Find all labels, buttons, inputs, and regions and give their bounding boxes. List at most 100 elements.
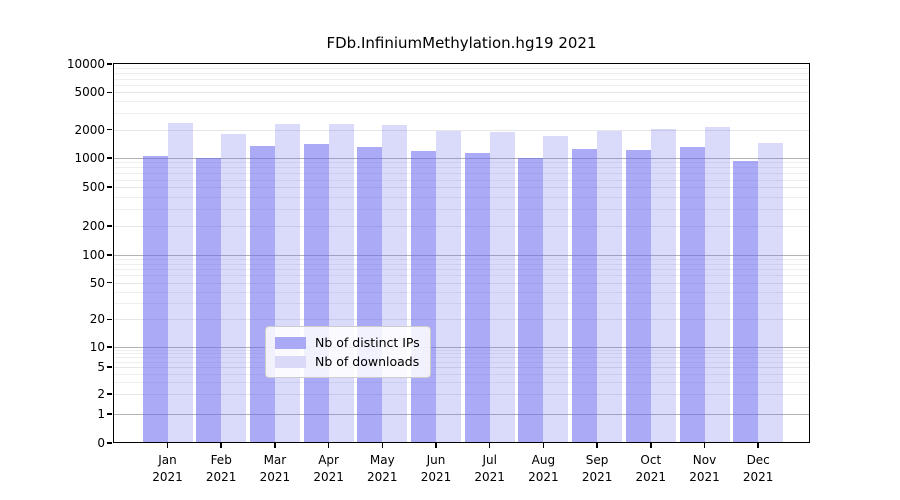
x-tick-mark xyxy=(703,443,706,448)
y-tick-mark xyxy=(107,442,112,444)
x-tick-year: 2021 xyxy=(367,470,398,484)
x-tick-mark xyxy=(650,443,652,448)
x-tick-year: 2021 xyxy=(313,470,344,484)
legend-item-distinct-ips: Nb of distinct IPs xyxy=(275,333,420,352)
y-tick-mark xyxy=(107,91,112,94)
x-tick-mark xyxy=(596,443,598,448)
y-tick-mark xyxy=(107,225,112,227)
gridline xyxy=(113,282,810,284)
gridline xyxy=(113,291,810,293)
gridline xyxy=(113,393,810,395)
x-tick-mark xyxy=(381,443,384,448)
bar-downloads-sep xyxy=(597,130,623,443)
gridline xyxy=(113,263,810,265)
bar-downloads-mar xyxy=(274,124,300,443)
gridline xyxy=(113,350,810,352)
x-tick-mark xyxy=(542,443,545,448)
gridline xyxy=(113,269,810,271)
legend-swatch-downloads xyxy=(275,355,306,368)
legend-label: Nb of downloads xyxy=(315,354,420,369)
gridline xyxy=(113,373,810,375)
x-tick-year: 2021 xyxy=(259,470,291,484)
gridline xyxy=(113,101,810,103)
gridline xyxy=(113,259,810,261)
gridline xyxy=(113,187,810,189)
bar-downloads-jun xyxy=(436,131,461,443)
gridline xyxy=(113,92,810,94)
x-tick-mark xyxy=(757,443,759,448)
y-tick-label: 1000 xyxy=(74,151,105,165)
bar-downloads-oct xyxy=(650,129,676,443)
bar-downloads-aug xyxy=(543,135,569,443)
bar-distinct-ips-apr xyxy=(303,143,329,443)
x-tick-month: Mar xyxy=(263,453,287,467)
x-tick-label-feb: Feb 2021 xyxy=(189,452,253,486)
bar-downloads-jan xyxy=(167,122,193,443)
y-tick-mark xyxy=(107,186,112,188)
gridline xyxy=(113,78,810,80)
y-tick-label: 100 xyxy=(82,248,105,262)
x-tick-label-oct: Oct 2021 xyxy=(619,452,683,486)
x-tick-mark xyxy=(274,443,276,448)
x-tick-year: 2021 xyxy=(581,470,613,484)
x-tick-month: Oct xyxy=(640,453,662,467)
y-tick-mark xyxy=(107,128,112,131)
y-tick-label: 20 xyxy=(89,312,105,327)
bar-distinct-ips-sep xyxy=(572,149,598,443)
gridline xyxy=(113,196,810,198)
bar-distinct-ips-jan xyxy=(142,156,168,443)
bar-distinct-ips-may xyxy=(357,147,383,443)
y-tick-mark xyxy=(107,157,112,159)
gridline xyxy=(113,275,810,277)
x-tick-label-sep: Sep 2021 xyxy=(565,452,629,486)
bar-distinct-ips-dec xyxy=(733,160,759,443)
y-tick-mark xyxy=(107,281,112,284)
y-tick-mark xyxy=(107,366,112,368)
plot-area xyxy=(113,63,810,443)
legend-label: Nb of distinct IPs xyxy=(315,335,420,350)
bar-downloads-may xyxy=(382,125,408,443)
x-tick-year: 2021 xyxy=(528,470,559,484)
y-tick-label: 10000 xyxy=(66,57,105,71)
y-tick-label: 1 xyxy=(97,407,105,421)
x-tick-year: 2021 xyxy=(205,470,237,484)
x-tick-label-dec: Dec 2021 xyxy=(726,452,790,486)
bar-distinct-ips-nov xyxy=(679,146,705,443)
gridline xyxy=(113,303,810,305)
x-tick-label-jan: Jan 2021 xyxy=(136,452,200,486)
x-tick-label-mar: Mar 2021 xyxy=(243,452,307,486)
x-tick-label-aug: Aug 2021 xyxy=(511,452,575,486)
y-tick-label: 0 xyxy=(97,436,105,450)
x-tick-year: 2021 xyxy=(635,470,667,484)
x-tick-mark xyxy=(166,443,169,448)
legend-swatch-distinct-ips xyxy=(275,336,306,349)
x-tick-mark xyxy=(327,443,330,448)
gridline xyxy=(113,353,810,355)
y-tick-label: 500 xyxy=(82,180,105,195)
gridline xyxy=(113,84,810,86)
y-tick-label: 2 xyxy=(97,386,105,401)
x-tick-year: 2021 xyxy=(742,470,774,484)
y-tick-mark xyxy=(107,63,112,65)
gridline xyxy=(113,382,810,384)
gridline xyxy=(113,73,810,75)
x-tick-month: Sep xyxy=(585,453,609,467)
bar-distinct-ips-feb xyxy=(196,157,222,443)
bar-distinct-ips-mar xyxy=(249,145,275,443)
gridline xyxy=(113,179,810,181)
gridline xyxy=(113,357,810,359)
gridline xyxy=(113,208,810,210)
bar-downloads-feb xyxy=(221,134,247,443)
x-tick-month: Dec xyxy=(746,453,770,467)
x-tick-month: Jul xyxy=(482,453,497,467)
x-tick-mark xyxy=(220,443,222,448)
legend: Nb of distinct IPs Nb of downloads xyxy=(265,326,431,378)
bar-downloads-jul xyxy=(489,132,515,443)
y-tick-mark xyxy=(107,413,112,415)
x-tick-month: Jan xyxy=(158,453,177,467)
bar-distinct-ips-oct xyxy=(625,149,651,443)
bar-distinct-ips-aug xyxy=(518,157,544,443)
gridline xyxy=(113,129,810,131)
y-tick-mark xyxy=(107,346,112,348)
